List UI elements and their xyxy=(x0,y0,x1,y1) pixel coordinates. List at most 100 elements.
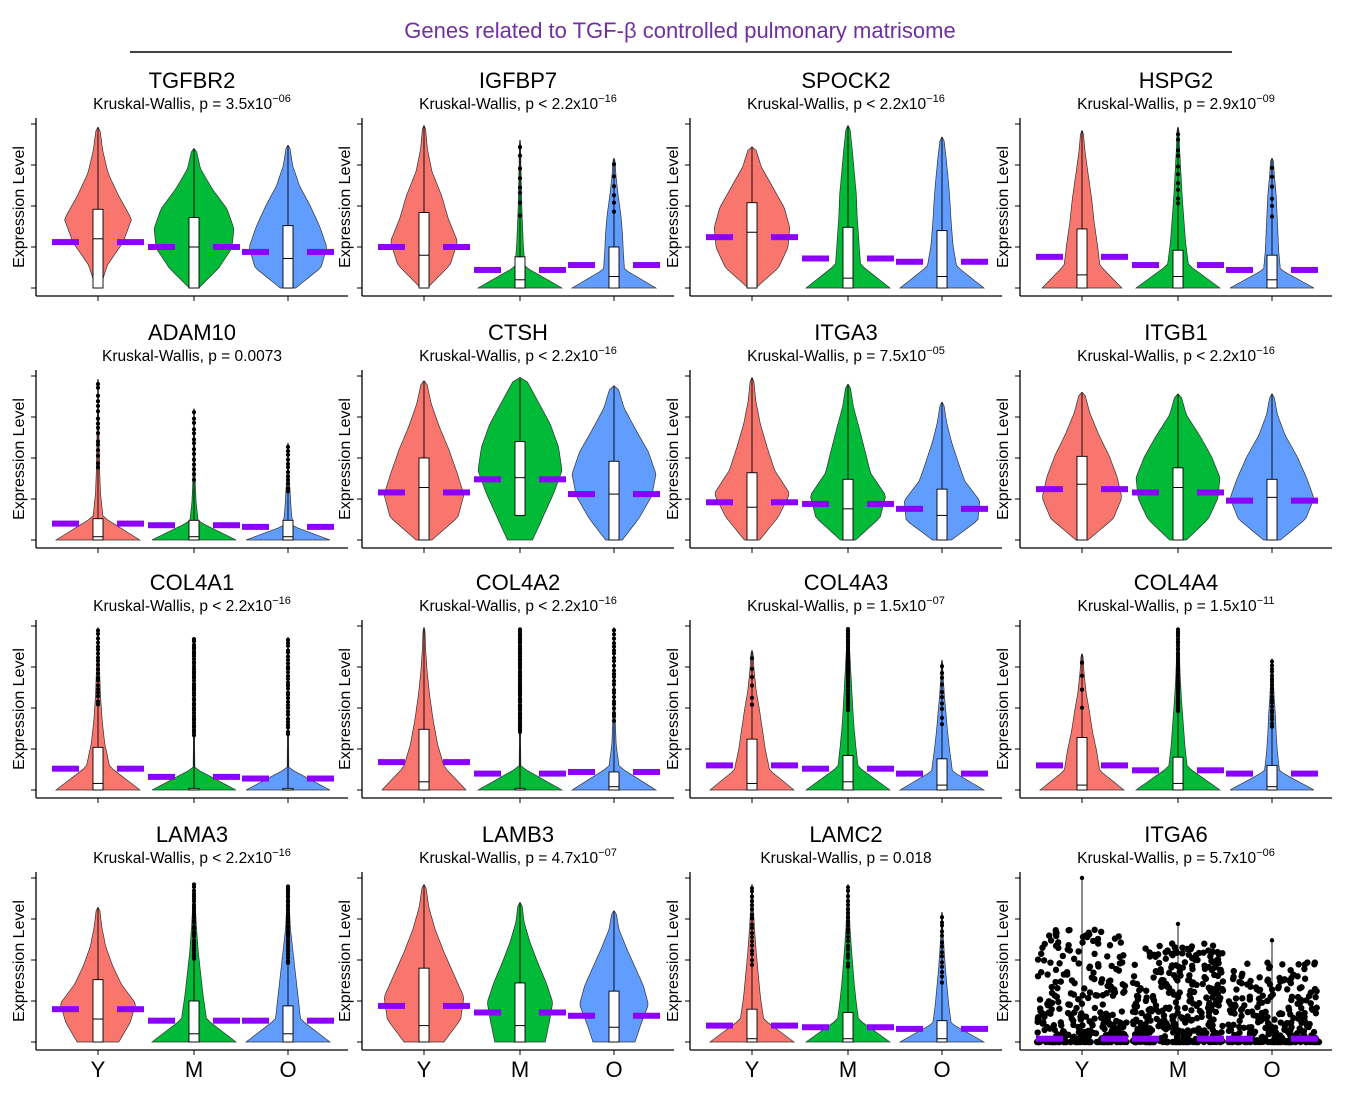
outlier-point xyxy=(191,659,197,665)
box-m xyxy=(188,217,200,289)
data-point xyxy=(1071,979,1078,987)
box-m xyxy=(188,519,200,541)
data-point xyxy=(1219,978,1227,985)
outlier-point xyxy=(285,686,291,691)
outlier-point xyxy=(1175,132,1181,137)
data-point xyxy=(1166,969,1173,977)
box-y xyxy=(1076,455,1088,541)
data-point xyxy=(1169,1029,1177,1036)
outlier-point xyxy=(1079,705,1085,710)
mean-marker-right xyxy=(213,244,240,250)
data-point xyxy=(1244,960,1251,967)
data-point xyxy=(1162,980,1170,988)
mean-marker-right xyxy=(117,765,144,772)
mean-marker-left xyxy=(1226,770,1253,777)
outlier-point xyxy=(95,651,101,656)
outlier-point xyxy=(191,416,197,421)
outlier-point xyxy=(1269,690,1275,695)
data-point xyxy=(1187,987,1194,995)
outlier-point xyxy=(611,672,617,677)
mean-marker-left xyxy=(802,1024,829,1031)
box-o xyxy=(282,519,294,541)
box-m xyxy=(842,755,854,791)
mean-marker-right xyxy=(633,768,660,775)
mean-marker-right xyxy=(867,500,894,507)
data-point xyxy=(1118,1008,1126,1015)
data-point xyxy=(1214,948,1221,956)
outlier-point xyxy=(611,632,617,637)
mean-marker-left xyxy=(52,239,79,246)
outlier-point xyxy=(1269,174,1275,179)
data-point xyxy=(1311,959,1319,966)
outlier-point xyxy=(285,640,291,646)
outlier-point xyxy=(517,176,523,181)
outlier-point xyxy=(95,461,101,466)
data-point xyxy=(1192,951,1200,959)
outlier-point xyxy=(1269,659,1275,664)
data-point xyxy=(1053,993,1061,1001)
stat-label: Kruskal-Wallis, p = 0.0073 xyxy=(102,348,282,365)
data-point xyxy=(1231,1010,1238,1017)
data-point xyxy=(1055,998,1062,1006)
mean-marker-right xyxy=(539,770,566,777)
outlier-point xyxy=(95,687,101,692)
outlier-point xyxy=(285,690,291,695)
data-point xyxy=(1307,1000,1314,1007)
outlier-point xyxy=(749,939,755,944)
outlier-point xyxy=(845,899,851,904)
outlier-point xyxy=(611,193,617,198)
box-m xyxy=(514,982,526,1043)
data-point xyxy=(1056,960,1063,967)
data-point xyxy=(1054,984,1061,992)
outlier-point xyxy=(191,918,197,923)
x-tick-label-m: M xyxy=(839,1057,857,1082)
panel-title: ITGA3 xyxy=(814,320,878,345)
outlier-point xyxy=(191,649,197,654)
data-point xyxy=(1150,997,1158,1004)
mean-marker-right xyxy=(443,1002,470,1009)
stat-label: Kruskal-Wallis, p < 2.2x10 xyxy=(1077,348,1256,365)
data-point xyxy=(1193,1014,1201,1022)
mean-marker-left xyxy=(474,1009,501,1016)
outlier-point xyxy=(95,647,101,652)
outlier-point xyxy=(285,481,291,486)
data-point xyxy=(1250,1012,1257,1019)
data-point xyxy=(1187,1017,1195,1024)
outlier-point xyxy=(191,728,197,733)
data-point xyxy=(1254,1038,1262,1046)
mean-marker-left xyxy=(148,773,175,780)
data-point xyxy=(1303,1022,1311,1029)
data-point xyxy=(1081,1028,1088,1036)
data-point xyxy=(1225,1027,1233,1035)
outlier-point xyxy=(517,166,523,171)
mean-marker-right xyxy=(633,491,660,498)
outlier-point xyxy=(95,644,101,649)
stat-label: Kruskal-Wallis, p = 1.5x10 xyxy=(747,598,926,615)
data-point xyxy=(1169,1013,1176,1020)
outlier-point xyxy=(1079,875,1085,881)
x-tick-label-o: O xyxy=(605,1057,622,1082)
outlier-point xyxy=(1269,663,1275,668)
data-point xyxy=(1146,1025,1154,1032)
outlier-point xyxy=(285,923,291,929)
mean-marker-right xyxy=(961,770,988,777)
outlier-point xyxy=(1175,196,1181,201)
panel-title: ADAM10 xyxy=(148,320,236,345)
mean-marker-right xyxy=(117,520,144,527)
data-point xyxy=(1132,1008,1139,1016)
data-point xyxy=(1151,951,1158,958)
data-point xyxy=(1209,1026,1216,1034)
data-point xyxy=(1205,984,1213,991)
data-point xyxy=(1156,942,1163,950)
data-point xyxy=(1196,1007,1204,1015)
data-point xyxy=(1034,956,1042,963)
outlier-point xyxy=(749,907,755,912)
outlier-point xyxy=(749,962,755,967)
outlier-point xyxy=(845,944,851,949)
mean-marker-right xyxy=(213,1017,240,1024)
outlier-point xyxy=(1175,187,1181,192)
data-point xyxy=(1104,953,1111,960)
data-point xyxy=(1047,1010,1054,1017)
mean-marker-right xyxy=(867,1024,894,1031)
